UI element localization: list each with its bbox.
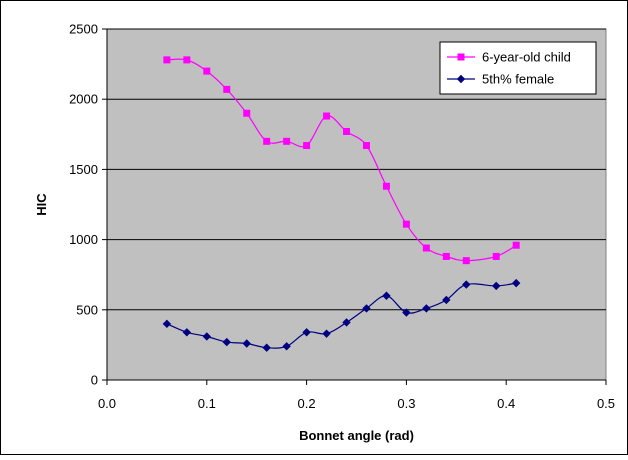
legend-label-0: 6-year-old child [482, 50, 571, 65]
data-point-s0-14 [442, 252, 450, 260]
data-point-s1-9 [342, 318, 351, 327]
data-point-s0-13 [422, 244, 430, 252]
x-tick-label: 0.5 [597, 396, 615, 411]
data-point-s1-5 [262, 343, 271, 352]
data-point-s1-10 [362, 304, 371, 313]
grid-lines [107, 28, 606, 311]
data-point-s1-0 [162, 319, 172, 329]
legend: 6-year-old child 5th% female [439, 41, 597, 95]
data-point-s1-13 [422, 304, 431, 313]
data-point-s0-16 [492, 252, 500, 260]
data-point-s1-12 [402, 308, 411, 317]
y-axis-label: HIC [34, 193, 49, 216]
data-point-s0-5 [263, 137, 271, 145]
data-point-s0-4 [243, 109, 251, 117]
x-axis: 0.0 0.1 0.2 0.3 0.4 0.5 [98, 379, 615, 411]
y-tick-label: 1500 [69, 162, 98, 177]
y-tick-label: 2000 [69, 92, 98, 107]
data-point-s0-0 [163, 56, 171, 64]
data-point-s0-17 [512, 241, 520, 249]
data-point-s1-8 [322, 329, 331, 338]
data-point-s1-1 [182, 328, 192, 337]
y-tick-label: 500 [76, 302, 98, 317]
data-point-s1-2 [202, 332, 211, 341]
x-tick-label: 0.2 [298, 396, 316, 411]
x-tick-label: 0.1 [198, 396, 216, 411]
x-axis-label: Bonnet angle (rad) [299, 428, 414, 443]
data-point-s1-15 [462, 280, 471, 289]
data-point-s1-6 [282, 342, 291, 351]
data-point-s0-9 [343, 127, 351, 135]
data-point-s1-7 [302, 328, 311, 337]
data-point-s1-17 [511, 278, 521, 288]
data-point-s0-10 [362, 142, 370, 150]
data-point-s0-2 [203, 67, 211, 75]
data-point-s1-16 [492, 281, 501, 291]
data-point-s1-14 [442, 295, 451, 305]
legend-marker-1 [456, 74, 466, 84]
data-point-s1-3 [222, 337, 231, 347]
data-point-s0-12 [402, 220, 410, 228]
data-point-s0-8 [323, 112, 331, 120]
y-tick-label: 0 [91, 373, 98, 388]
data-point-s0-1 [183, 56, 191, 64]
data-point-s0-7 [303, 142, 311, 150]
data-point-s0-3 [223, 85, 231, 93]
data-point-s1-11 [382, 291, 391, 300]
y-tick-label: 2500 [69, 22, 98, 37]
data-point-s0-6 [283, 137, 291, 145]
legend-marker-0 [457, 53, 465, 61]
series-markers [162, 56, 521, 352]
legend-box [439, 41, 597, 95]
y-axis: 0 500 1000 1500 2000 2500 [69, 22, 108, 388]
x-tick-label: 0.0 [98, 396, 116, 411]
x-tick-label: 0.3 [397, 396, 415, 411]
legend-label-1: 5th% female [482, 72, 554, 87]
x-tick-label: 0.4 [497, 396, 515, 411]
data-point-s0-15 [462, 257, 470, 265]
data-point-s0-11 [382, 182, 390, 190]
y-tick-label: 1000 [69, 232, 98, 247]
data-point-s1-4 [242, 339, 251, 348]
